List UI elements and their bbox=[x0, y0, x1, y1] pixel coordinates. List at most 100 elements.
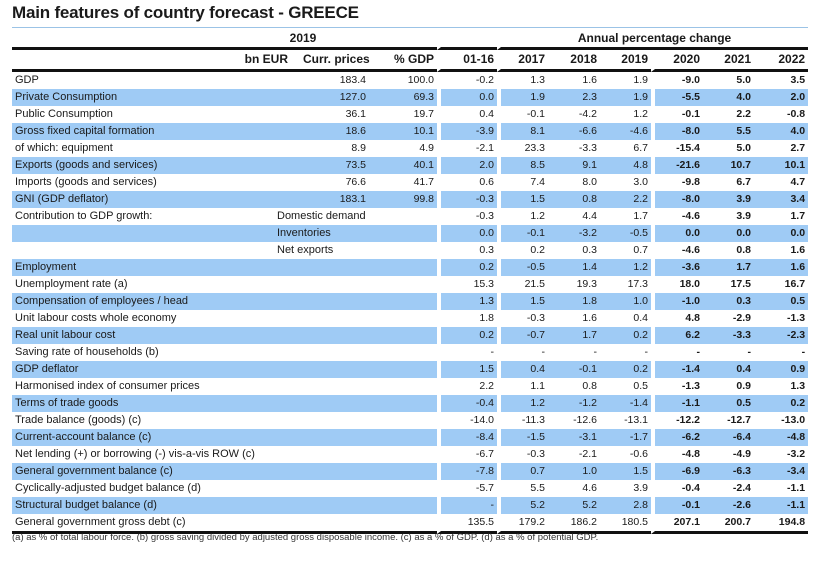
table-row: Employment 0.2 -0.5 1.4 1.2 -3.6 1.7 1.6 bbox=[12, 259, 809, 276]
row-label: Current-account balance (c) bbox=[15, 431, 152, 443]
cell-2017: 1.2 bbox=[497, 395, 548, 412]
cell-2022: -13.0 bbox=[781, 414, 806, 426]
cell-2017: -1.5 bbox=[497, 429, 548, 446]
row-sublabel: Domestic demand bbox=[277, 210, 366, 222]
cell-2017: - bbox=[497, 344, 548, 361]
table-row: General government balance (c) -7.8 0.7 1.0… bbox=[12, 463, 809, 480]
cell-2021: 0.9 bbox=[736, 380, 751, 392]
cell-2022: -1.1 bbox=[786, 482, 806, 494]
cell-pct-gdp: 4.9 bbox=[419, 142, 434, 154]
cell-curr-prices: 183.1 bbox=[300, 191, 372, 208]
row-label: Public Consumption bbox=[15, 108, 113, 120]
cell-01-16: 135.5 bbox=[437, 514, 497, 534]
cell-pct-gdp bbox=[372, 293, 437, 310]
cell-pct-gdp bbox=[372, 361, 437, 378]
cell-2018: 0.8 bbox=[548, 191, 600, 208]
cell-01-16: 1.3 bbox=[437, 293, 497, 310]
cell-2019: 1.9 bbox=[633, 74, 648, 86]
row-label-cell: Harmonised index of consumer prices bbox=[12, 378, 300, 395]
cell-01-16: -5.7 bbox=[437, 480, 497, 497]
cell-2020: -6.9 bbox=[651, 463, 703, 480]
cell-2021: 200.7 bbox=[703, 514, 754, 534]
cell-2020: -5.5 bbox=[651, 89, 703, 106]
table-row: GDP 183.4 100.0 -0.2 1.3 1.6 1.9 -9.0 5.0 3.5 bbox=[12, 72, 808, 89]
cell-2020: 18.0 bbox=[651, 276, 703, 293]
row-label-cell: Public Consumption bbox=[12, 106, 300, 123]
row-label-cell: Unemployment rate (a) bbox=[12, 276, 300, 293]
cell-pct-gdp bbox=[372, 497, 437, 514]
table-body: GDP 183.4 100.0 -0.2 1.3 1.6 1.9 -9.0 5.0 3.5 Priv… bbox=[12, 72, 809, 534]
cell-2018: 5.2 bbox=[548, 497, 600, 514]
cell-2017: 5.5 bbox=[497, 480, 548, 497]
cell-curr-prices: 18.6 bbox=[300, 123, 372, 140]
cell-2022: -2.3 bbox=[754, 327, 809, 344]
cell-2018: -1.2 bbox=[548, 395, 600, 412]
cell-2021: 0.3 bbox=[703, 293, 754, 310]
header-2018: 2018 bbox=[548, 50, 600, 72]
cell-2019: -0.5 bbox=[600, 225, 651, 242]
cell-2020: -9.0 bbox=[651, 72, 703, 89]
row-label-cell: Unit labour costs whole economy bbox=[12, 310, 300, 327]
cell-2021: - bbox=[747, 346, 752, 358]
cell-2020: -8.0 bbox=[651, 123, 703, 140]
cell-pct-gdp: 100.0 bbox=[407, 74, 434, 86]
cell-2022: 10.1 bbox=[754, 157, 809, 174]
header-2017: 2017 bbox=[497, 50, 548, 72]
cell-2018: - bbox=[593, 346, 598, 358]
cell-2017: 21.5 bbox=[497, 276, 548, 293]
cell-2018: 19.3 bbox=[576, 278, 597, 290]
cell-curr-prices: 36.1 bbox=[345, 108, 366, 120]
cell-2017: 179.2 bbox=[497, 514, 548, 534]
cell-01-16: -14.0 bbox=[437, 412, 497, 429]
cell-2020: -4.6 bbox=[651, 242, 703, 259]
row-label-cell: Real unit labour cost bbox=[12, 327, 300, 344]
row-sublabel: Net exports bbox=[277, 244, 334, 256]
row-label-cell: GDP bbox=[12, 72, 300, 89]
cell-01-16: -0.2 bbox=[437, 72, 497, 89]
cell-2021: 4.0 bbox=[703, 89, 754, 106]
cell-2017: -0.1 bbox=[497, 106, 548, 123]
row-label-cell: GDP deflator bbox=[12, 361, 300, 378]
cell-2019: - bbox=[644, 346, 649, 358]
row-label-cell: Private Consumption bbox=[12, 89, 300, 106]
cell-2018: 9.1 bbox=[548, 157, 600, 174]
cell-2021: -4.9 bbox=[732, 448, 751, 460]
cell-2017: 5.2 bbox=[497, 497, 548, 514]
header-curr-prices: Curr. prices bbox=[300, 50, 372, 72]
cell-2022: 4.7 bbox=[790, 176, 806, 188]
cell-pct-gdp: 41.7 bbox=[413, 176, 434, 188]
cell-2019: -4.6 bbox=[600, 123, 651, 140]
cell-2017: 1.2 bbox=[497, 208, 548, 225]
cell-pct-gdp: 69.3 bbox=[372, 89, 437, 106]
cell-2017: -0.5 bbox=[497, 259, 548, 276]
cell-2019: -0.6 bbox=[629, 448, 648, 460]
cell-2019: 4.8 bbox=[600, 157, 651, 174]
cell-pct-gdp: 40.1 bbox=[372, 157, 437, 174]
cell-2018: 4.4 bbox=[582, 210, 597, 222]
cell-2017: 7.4 bbox=[497, 174, 548, 191]
cell-2018: -0.1 bbox=[548, 361, 600, 378]
row-label-cell: of which: equipment bbox=[12, 140, 300, 157]
row-label: Exports (goods and services) bbox=[15, 159, 158, 171]
row-label-cell: Compensation of employees / head bbox=[12, 293, 300, 310]
cell-curr-prices bbox=[300, 378, 372, 395]
cell-2018: -3.3 bbox=[578, 142, 597, 154]
row-label-cell: Exports (goods and services) bbox=[12, 157, 300, 174]
row-label: Harmonised index of consumer prices bbox=[15, 380, 200, 392]
cell-pct-gdp: 19.7 bbox=[413, 108, 434, 120]
cell-01-16: 2.2 bbox=[437, 378, 497, 395]
row-sublabel: Inventories bbox=[277, 227, 331, 239]
cell-2017: 23.3 bbox=[497, 140, 548, 157]
header-group-annual: Annual percentage change bbox=[497, 29, 809, 50]
cell-2019: 0.2 bbox=[600, 327, 651, 344]
cell-2018: 0.3 bbox=[582, 244, 597, 256]
cell-2020: -15.4 bbox=[651, 140, 703, 157]
row-label-cell: Contribution to GDP growth: Domestic dema… bbox=[12, 208, 366, 225]
cell-2020: -1.3 bbox=[651, 378, 703, 395]
row-label-cell: Net exports bbox=[12, 242, 333, 259]
cell-pct-gdp bbox=[372, 514, 437, 534]
cell-pct-gdp bbox=[372, 429, 437, 446]
table-row: Imports (goods and services) 76.6 41.7 0.6 7… bbox=[12, 174, 808, 191]
table-row: Harmonised index of consumer prices 2.2 1.… bbox=[12, 378, 808, 395]
cell-curr-prices bbox=[300, 395, 372, 412]
